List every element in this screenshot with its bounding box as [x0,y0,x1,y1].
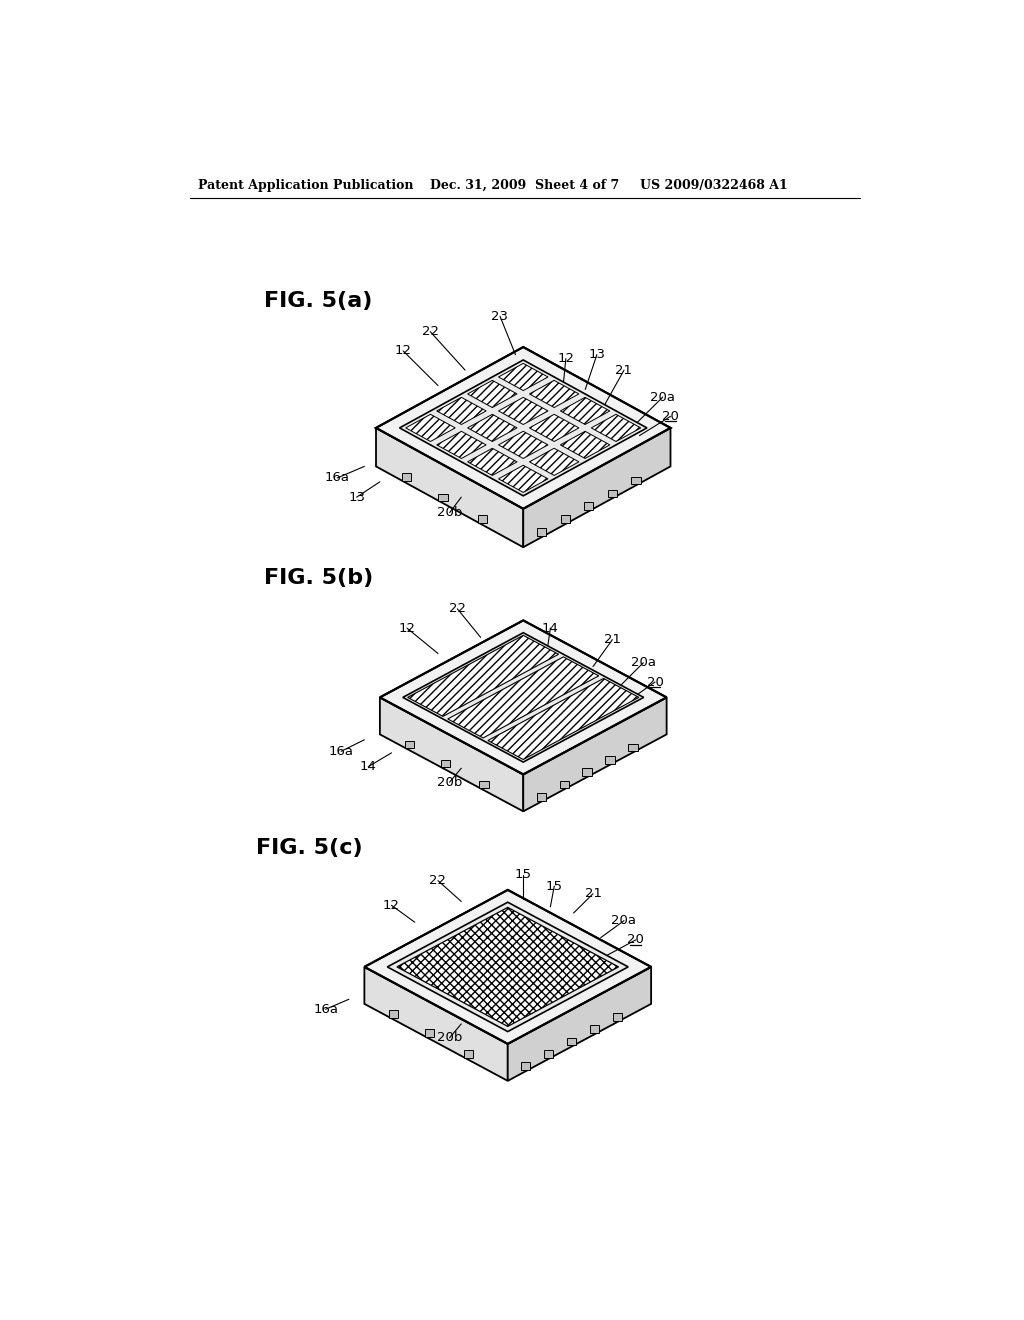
Polygon shape [365,890,651,1044]
Text: 20b: 20b [437,776,462,788]
Polygon shape [529,449,579,475]
Polygon shape [425,1030,434,1038]
Polygon shape [537,793,546,800]
Polygon shape [590,1026,599,1034]
Polygon shape [402,632,644,762]
Text: Patent Application Publication: Patent Application Publication [198,178,414,191]
Text: 23: 23 [492,310,509,323]
Polygon shape [406,414,456,441]
Text: 22: 22 [429,874,446,887]
Text: 20: 20 [627,933,644,946]
Polygon shape [560,432,610,458]
Text: FIG. 5(c): FIG. 5(c) [256,838,362,858]
Text: 12: 12 [394,345,412,358]
Polygon shape [478,515,487,523]
Text: 20b: 20b [437,506,462,519]
Polygon shape [499,432,548,458]
Text: 21: 21 [604,634,621,647]
Polygon shape [499,397,548,425]
Polygon shape [523,428,671,548]
Polygon shape [583,768,592,776]
Polygon shape [380,697,523,812]
Polygon shape [499,363,548,391]
Polygon shape [468,380,517,408]
Text: 21: 21 [585,887,601,900]
Polygon shape [521,1063,530,1071]
Text: FIG. 5(a): FIG. 5(a) [263,290,372,310]
Polygon shape [365,966,508,1081]
Polygon shape [389,1010,398,1018]
Text: 16a: 16a [329,744,353,758]
Polygon shape [479,780,488,788]
Text: 20a: 20a [650,391,675,404]
Polygon shape [436,397,486,425]
Text: 14: 14 [359,760,377,774]
Text: 15: 15 [546,879,563,892]
Polygon shape [464,1051,473,1057]
Polygon shape [438,494,447,502]
Polygon shape [404,741,414,748]
Polygon shape [499,465,548,492]
Text: 20a: 20a [611,915,637,927]
Text: 12: 12 [557,352,574,366]
Polygon shape [376,347,671,508]
Polygon shape [529,380,579,408]
Text: Dec. 31, 2009  Sheet 4 of 7: Dec. 31, 2009 Sheet 4 of 7 [430,178,620,191]
Text: 21: 21 [615,363,633,376]
Polygon shape [605,756,614,763]
Polygon shape [468,449,517,475]
Polygon shape [397,907,618,1027]
Polygon shape [584,503,594,510]
Text: 12: 12 [398,622,416,635]
Text: 12: 12 [383,899,400,912]
Text: 16a: 16a [313,1003,338,1016]
Text: 14: 14 [542,622,559,635]
Text: 13: 13 [589,348,605,362]
Polygon shape [487,678,639,759]
Polygon shape [380,620,667,775]
Text: FIG. 5(b): FIG. 5(b) [263,568,373,587]
Polygon shape [523,697,667,812]
Text: 16a: 16a [325,471,350,484]
Text: 20: 20 [646,676,664,689]
Polygon shape [408,635,558,717]
Polygon shape [560,515,570,523]
Polygon shape [468,414,517,441]
Text: 22: 22 [449,602,466,615]
Text: 22: 22 [422,325,438,338]
Polygon shape [447,657,599,738]
Polygon shape [376,428,523,548]
Polygon shape [529,414,579,441]
Polygon shape [399,360,647,496]
Text: 13: 13 [348,491,366,504]
Polygon shape [537,528,547,536]
Polygon shape [440,760,450,767]
Polygon shape [607,490,617,498]
Polygon shape [591,414,641,441]
Text: 20: 20 [663,409,679,422]
Text: US 2009/0322468 A1: US 2009/0322468 A1 [640,178,787,191]
Polygon shape [629,743,638,751]
Polygon shape [436,432,486,458]
Polygon shape [567,1038,577,1045]
Polygon shape [387,903,628,1032]
Polygon shape [508,966,651,1081]
Text: 15: 15 [515,869,531,880]
Text: 20b: 20b [437,1031,462,1044]
Polygon shape [631,477,641,484]
Text: 20a: 20a [631,656,656,669]
Polygon shape [544,1051,553,1057]
Polygon shape [612,1014,623,1020]
Polygon shape [560,397,610,425]
Polygon shape [559,780,568,788]
Polygon shape [401,474,411,480]
